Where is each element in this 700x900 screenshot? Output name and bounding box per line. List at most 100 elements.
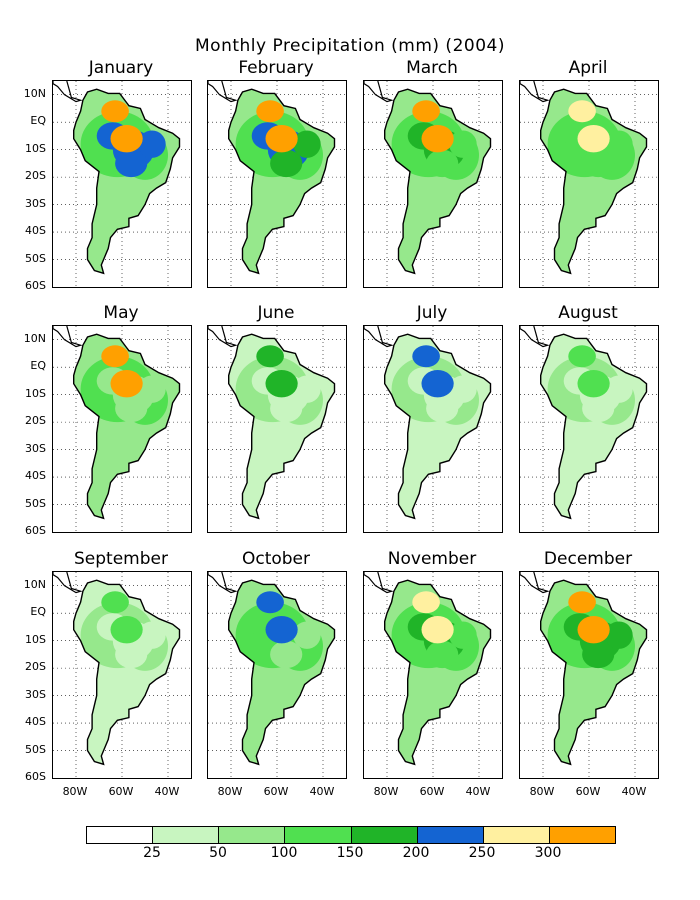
latitude-label: 50S [25,742,46,756]
legend-label: 200 [402,845,430,861]
central-america-coast [208,326,238,348]
central-america-coast [208,572,238,594]
precip-region [449,375,477,403]
precip-fill [228,334,335,519]
precip-region [101,100,129,123]
precip-region [568,100,596,123]
precip-region [582,149,615,178]
precip-fill [384,89,491,274]
panel-title: December [543,549,633,569]
latitude-label: 20S [25,414,46,428]
precip-map [364,81,502,287]
latitude-label: 40S [25,715,46,729]
precip-region [293,621,321,649]
latitude-label: 30S [25,196,46,210]
precip-map-panel [519,571,659,779]
precip-map [520,572,658,778]
latitude-label: 20S [25,660,46,674]
central-america-coast [53,326,83,348]
precip-region [568,591,596,614]
central-america-coast [364,572,394,594]
precip-region [138,621,166,649]
longitude-label: 60W [108,785,134,798]
panel-title: February [238,58,314,78]
precip-region [412,100,440,123]
latitude-label: 40S [25,224,46,238]
panel-title: June [257,303,295,323]
precip-map [520,326,658,532]
precip-map-panel [363,80,503,288]
legend-label: 25 [143,845,161,861]
precip-fill [384,334,491,519]
coastline [540,88,648,275]
latitude-label: 50S [25,251,46,265]
precip-fill [73,334,180,519]
precip-region [582,394,615,423]
central-america-coast [364,81,394,103]
precip-map [208,326,346,532]
precip-region [293,130,321,158]
latitude-label: EQ [30,605,46,619]
precip-region [265,615,298,644]
precip-region [270,640,303,669]
latitude-label: 60S [25,279,46,292]
longitude-label: 60W [575,785,601,798]
precip-region [421,369,454,398]
central-america-coast [53,572,83,594]
coastline [384,579,492,766]
precip-region [115,640,148,669]
precip-region [256,100,284,123]
precip-region [582,640,615,669]
precip-map-panel [207,571,347,779]
longitude-label: 40W [465,785,491,798]
precip-fill [73,580,180,765]
precip-region [138,130,166,158]
coastline [228,579,336,766]
precip-map-panel [52,325,192,533]
color-legend [86,826,616,844]
legend-swatch [417,827,484,843]
precip-map [208,81,346,287]
precip-map [53,572,191,778]
longitude-label: 60W [419,785,445,798]
panel-title: July [416,303,448,323]
central-america-coast [520,81,550,103]
panel-title: August [558,303,618,323]
precip-map-panel [207,325,347,533]
central-america-coast [208,81,238,103]
coastline [228,88,336,275]
longitude-label: 40W [309,785,335,798]
precip-region [115,394,148,423]
precip-fill [73,89,180,274]
latitude-label: 10N [23,331,46,345]
longitude-label: 80W [62,785,88,798]
legend-swatch [483,827,550,843]
precip-region [110,615,143,644]
latitude-label: 10N [23,577,46,591]
precip-map [364,326,502,532]
precip-region [265,124,298,153]
precip-map [53,81,191,287]
legend-swatch [351,827,418,843]
latitude-label: 30S [25,441,46,455]
precip-region [110,369,143,398]
central-america-coast [364,326,394,348]
precip-map [520,81,658,287]
precip-fill [228,89,335,274]
precip-region [605,130,633,158]
legend-swatch [87,827,154,843]
legend-label: 50 [209,845,227,861]
coastline [73,333,181,520]
precip-map [208,572,346,778]
precip-map-panel [363,325,503,533]
longitude-label: 40W [621,785,647,798]
latitude-label: EQ [30,114,46,128]
precip-region [256,591,284,614]
precip-region [449,621,477,649]
coastline [73,88,181,275]
longitude-label: 80W [529,785,555,798]
latitude-label: 40S [25,469,46,483]
precip-region [270,394,303,423]
panel-title: April [568,58,608,78]
precip-region [138,375,166,403]
